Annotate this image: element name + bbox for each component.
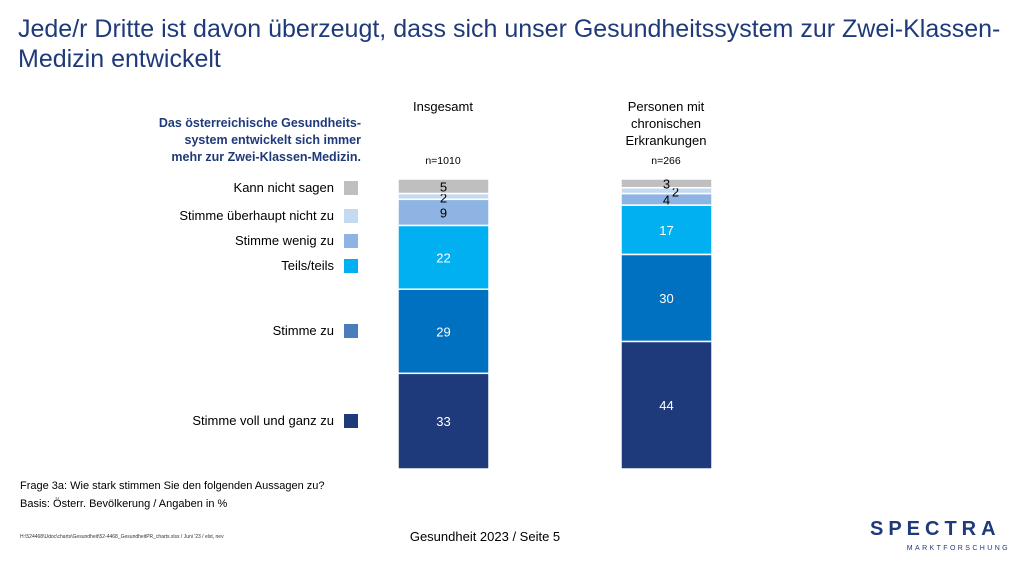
bar-value-label: 29 (436, 324, 450, 339)
bar-value-label: 5 (440, 179, 447, 194)
legend-swatch (344, 234, 358, 248)
bar-value-label: 2 (672, 185, 679, 200)
bar-segment (397, 198, 490, 227)
bar-segment (620, 253, 713, 343)
sample-size-chronic: n=266 (651, 155, 681, 167)
column-header-line: chronischen (630, 116, 702, 131)
bar-segment (620, 340, 713, 470)
legend-item-stimme-zu: Stimme zu (120, 323, 360, 339)
question-note: Frage 3a: Wie stark stimmen Sie den folg… (20, 480, 325, 492)
column-header-chronic: Personen mit chronischen Erkrankungen (606, 98, 726, 149)
legend-swatch (344, 259, 358, 273)
question-text: Das österreichische Gesundheits- system … (120, 115, 361, 166)
page-title: Jede/r Dritte ist davon überzeugt, dass … (18, 15, 1001, 73)
legend-label: Teils/teils (281, 258, 334, 273)
file-path-note: H:\524468\Udoc\charts\Gesundheit\52-4468… (20, 534, 224, 540)
legend-label: Stimme zu (272, 323, 334, 338)
legend-swatch (344, 414, 358, 428)
logo-subtitle: MARKTFORSCHUNG (906, 545, 1010, 552)
page-footer: Gesundheit 2023 / Seite 5 (409, 529, 561, 544)
bar-value-label: 4 (663, 192, 670, 207)
legend-label: Stimme voll und ganz zu (192, 413, 334, 428)
legend-swatch (344, 181, 358, 195)
bar-segment (397, 178, 490, 195)
bar-value-label: 9 (440, 205, 447, 220)
column-header-insgesamt: Insgesamt (393, 98, 493, 115)
question-line: Das österreichische Gesundheits- (158, 116, 361, 130)
bar-value-label: 30 (659, 291, 673, 306)
legend-swatch (344, 324, 358, 338)
legend-label: Kann nicht sagen (233, 180, 334, 195)
column-header-line: Insgesamt (413, 99, 473, 114)
legend-label: Stimme wenig zu (235, 233, 334, 248)
question-line: mehr zur Zwei-Klassen-Medizin. (171, 150, 361, 164)
legend-swatch (344, 209, 358, 223)
legend-label: Stimme überhaupt nicht zu (179, 208, 334, 223)
bar-segment (397, 224, 490, 290)
legend-item-voll-und-ganz: Stimme voll und ganz zu (120, 413, 360, 429)
spectra-logo: SPECTRA MARKTFORSCHUNG (870, 518, 1010, 558)
logo-wordmark: SPECTRA (870, 518, 1001, 540)
bar-value-label: 22 (436, 250, 450, 265)
legend-item-kann-nicht-sagen: Kann nicht sagen (120, 180, 360, 196)
bar-value-label: 17 (659, 223, 673, 238)
column-header-line: Erkrankungen (625, 133, 707, 148)
legend-item-teils: Teils/teils (120, 258, 360, 274)
bar-value-label: 44 (659, 398, 673, 413)
bar-value-label: 2 (440, 190, 447, 205)
bar-segment (620, 204, 713, 256)
legend-item-wenig: Stimme wenig zu (120, 233, 360, 249)
bar-segment (397, 288, 490, 375)
sample-size-insgesamt: n=1010 (425, 155, 461, 167)
question-line: system entwickelt sich immer (184, 133, 361, 147)
column-header-line: Personen mit (627, 99, 705, 114)
basis-note: Basis: Österr. Bevölkerung / Angaben in … (20, 498, 228, 510)
bar-value-label: 33 (436, 414, 450, 429)
bar-value-label: 3 (663, 176, 670, 191)
bar-segment (620, 178, 713, 189)
legend-item-ueberhaupt-nicht: Stimme überhaupt nicht zu (120, 208, 360, 224)
